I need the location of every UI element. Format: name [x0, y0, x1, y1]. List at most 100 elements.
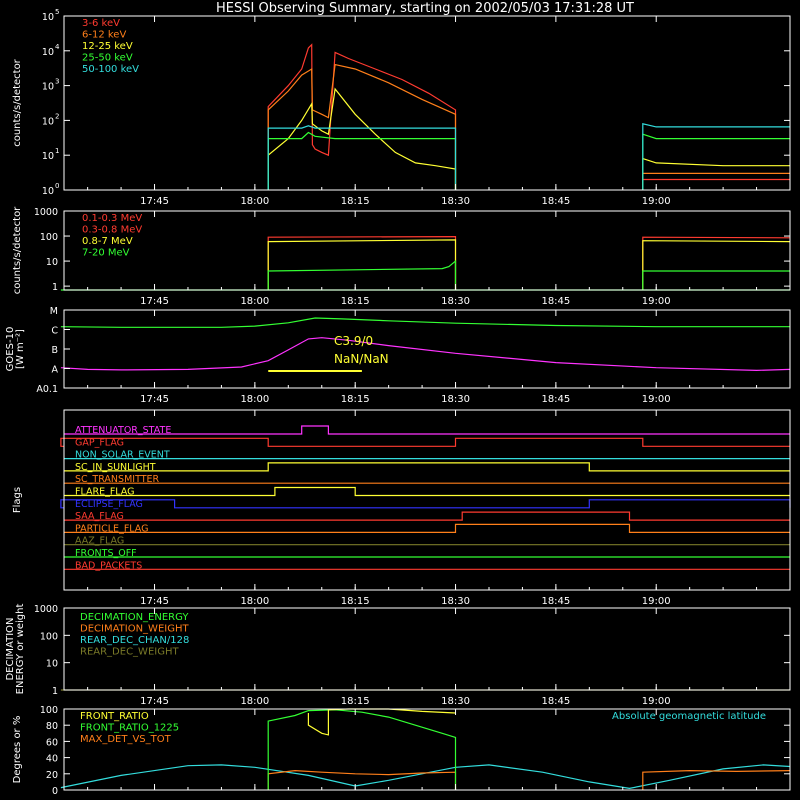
legend-decimation-1: DECIMATION_WEIGHT: [80, 624, 189, 635]
x-tick-label-flags-2: 18:15: [341, 596, 370, 607]
flag-label-1: GAP_FLAG: [75, 437, 124, 448]
x-tick-label-xray-low-3: 18:30: [441, 196, 470, 207]
x-tick-label-decimation-5: 19:00: [642, 696, 671, 707]
series-xray-low-1-seg-0: [267, 63, 457, 190]
x-tick-label-goes-5: 19:00: [642, 394, 671, 405]
x-tick-label-decimation-0: 17:45: [140, 696, 169, 707]
series-ratios-2-seg-0: [267, 709, 457, 790]
legend-ratios-0: FRONT_RATIO: [80, 711, 149, 722]
y-tick-exp-xray-low-3: 3: [55, 78, 59, 86]
x-tick-label-decimation-1: 18:00: [240, 696, 269, 707]
y-tick-label-ratios-1: 20: [46, 770, 58, 781]
goes-class-label: C3.9/0: [334, 334, 373, 348]
flag-label-3: SC_IN_SUNLIGHT: [75, 462, 156, 473]
legend-ratios-1: FRONT_RATIO_1225: [80, 723, 179, 734]
y-tick-label-goes-1: C: [51, 326, 58, 337]
y-tick-label-xray-low-2: 10: [42, 116, 54, 127]
panel-frame-decimation: [63, 607, 791, 691]
y-tick-label-xray-low-0: 10: [42, 186, 54, 197]
flag-label-5: FLARE_FLAG: [75, 487, 135, 498]
panel-ratios: 0 20 40 60 80 100 Degrees or % FRONT_RATIOFRONT…: [12, 705, 791, 797]
panel-decimation: 17:45 18:00 18:15 18:30 18:45 19:00 1 10 100 1000…: [5, 604, 791, 707]
y-tick-label-gamma-3: 1000: [34, 207, 58, 218]
y-tick-label-goes-0: M: [50, 306, 58, 317]
flag-line-7: [64, 511, 790, 521]
series-xray-low-4-seg-0: [267, 125, 457, 190]
y-axis-label-decimation-1: ENERGY or weight: [15, 604, 26, 695]
y-tick-label-ratios-3: 60: [46, 737, 58, 748]
legend-xray-low-3: 25-50 keV: [82, 53, 133, 64]
series-ratios-3-seg-0: [307, 708, 456, 736]
flag-line-3: [64, 462, 790, 472]
y-axis-label-xray-low: counts/s/detector: [12, 58, 23, 146]
x-tick-label-gamma-1: 18:00: [240, 296, 269, 307]
flag-label-6: ECLIPSE_FLAG: [75, 499, 143, 510]
x-tick-label-flags-1: 18:00: [240, 596, 269, 607]
series-xray-low-2-seg-0: [267, 87, 457, 190]
x-tick-label-decimation-4: 18:45: [541, 696, 570, 707]
goes-sub-label: NaN/NaN: [334, 352, 389, 366]
flag-line-5: [64, 486, 790, 497]
legend-gamma-2: 0.8-7 MeV: [82, 236, 133, 247]
y-axis-label-gamma: counts/s/detector: [12, 206, 23, 294]
y-tick-label-ratios-0: 0: [52, 786, 58, 797]
x-tick-label-goes-2: 18:15: [341, 394, 370, 405]
series-ratios-1-seg-1: [642, 769, 791, 790]
x-tick-label-xray-low-2: 18:15: [341, 196, 370, 207]
series-goes-1-seg-0: [60, 337, 791, 372]
y-axis-label-goes-1: [W m⁻²]: [15, 329, 26, 369]
legend-right-ratios: Absolute geomagnetic latitude: [612, 711, 766, 722]
y-tick-label-decimation-1: 10: [46, 659, 58, 670]
y-tick-label-decimation-0: 1: [52, 686, 58, 697]
x-tick-label-xray-low-0: 17:45: [140, 196, 169, 207]
x-tick-label-goes-4: 18:45: [541, 394, 570, 405]
y-tick-label-ratios-2: 40: [46, 754, 58, 765]
x-tick-label-flags-3: 18:30: [441, 596, 470, 607]
legend-gamma-0: 0.1-0.3 MeV: [82, 213, 142, 224]
y-axis-label-ratios: Degrees or %: [12, 716, 23, 784]
panel-flags: ATTENUATOR_STATEGAP_FLAGNON_SOLAR_EVENTS…: [12, 409, 791, 607]
y-tick-exp-xray-low-1: 1: [55, 147, 59, 155]
flag-label-0: ATTENUATOR_STATE: [75, 425, 171, 436]
x-tick-label-gamma-0: 17:45: [140, 296, 169, 307]
x-tick-label-gamma-3: 18:30: [441, 296, 470, 307]
flag-label-7: SAA_FLAG: [75, 511, 124, 522]
flag-label-2: NON_SOLAR_EVENT: [75, 450, 170, 461]
x-tick-label-gamma-2: 18:15: [341, 296, 370, 307]
y-axis-label-decimation-0: DECIMATION: [5, 617, 16, 680]
flag-label-8: PARTICLE_FLAG: [75, 523, 148, 534]
x-tick-label-xray-low-4: 18:45: [541, 196, 570, 207]
panel-frame-ratios: [63, 708, 791, 791]
legend-decimation-0: DECIMATION_ENERGY: [80, 612, 189, 623]
legend-xray-low-4: 50-100 keV: [82, 64, 139, 75]
y-tick-label-xray-low-3: 10: [42, 82, 54, 93]
y-tick-label-ratios-4: 80: [46, 721, 58, 732]
panel-frame-xray-low: [63, 15, 791, 191]
flag-line-0: [64, 425, 790, 435]
y-tick-label-gamma-1: 10: [46, 257, 58, 268]
x-tick-label-xray-low-5: 19:00: [642, 196, 671, 207]
y-tick-label-goes-3: A: [52, 365, 59, 376]
y-tick-label-goes-2: B: [51, 345, 58, 356]
flag-line-6: [60, 499, 791, 509]
panel-frame-flags: [63, 409, 791, 591]
series-gamma-2-seg-1: [642, 270, 790, 290]
y-tick-label-decimation-2: 100: [40, 631, 58, 642]
flag-label-4: SC_TRANSMITTER: [75, 474, 160, 485]
x-tick-label-xray-low-1: 18:00: [240, 196, 269, 207]
y-tick-label-xray-low-4: 10: [42, 47, 54, 58]
x-tick-label-goes-0: 17:45: [140, 394, 169, 405]
x-tick-label-flags-0: 17:45: [140, 596, 169, 607]
legend-decimation-2: REAR_DEC_CHAN/128: [80, 635, 189, 646]
panel-frame-gamma: [63, 210, 791, 291]
x-tick-label-flags-5: 19:00: [642, 596, 671, 607]
flag-line-1: [60, 437, 790, 447]
legend-gamma-1: 0.3-0.8 MeV: [82, 225, 142, 236]
series-ratios-1-seg-0: [267, 769, 457, 790]
series-goes-0-seg-0: [60, 317, 790, 328]
series-xray-low-3-seg-0: [267, 131, 457, 190]
flag-line-8: [64, 523, 790, 533]
